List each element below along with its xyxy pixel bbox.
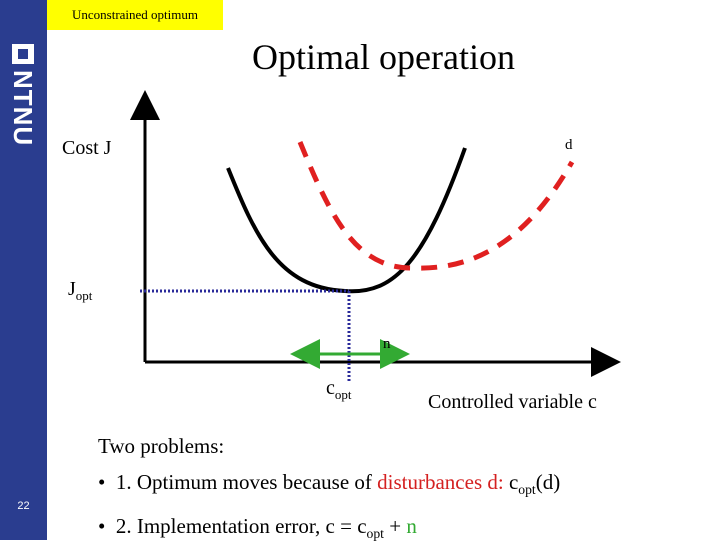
optimum-diagram — [130, 90, 621, 382]
y-axis-label: Cost J — [62, 137, 112, 159]
page-number: 22 — [17, 500, 30, 512]
problems-heading: Two problems: — [98, 434, 225, 458]
disturbed-cost-curve — [297, 141, 575, 271]
ntnu-logo-icon — [12, 44, 34, 64]
slide-title: Optimal operation — [252, 37, 515, 77]
sidebar-logo-bar: NTNU 22 — [0, 0, 47, 540]
c-opt-label: copt — [326, 377, 352, 402]
problem-item-2: • 2. Implementation error, c = copt + n — [98, 514, 417, 542]
j-opt-label: Jopt — [68, 278, 93, 303]
noise-label: n — [383, 336, 391, 352]
problem-item-1: • 1. Optimum moves because of disturbanc… — [98, 470, 561, 498]
problems-list: Two problems: • 1. Optimum moves because… — [98, 428, 560, 552]
section-tag: Unconstrained optimum — [47, 0, 223, 30]
disturbance-label: d — [565, 137, 573, 153]
ntnu-logo-text: NTNU — [8, 70, 38, 147]
x-axis-label: Controlled variable c — [428, 391, 597, 413]
